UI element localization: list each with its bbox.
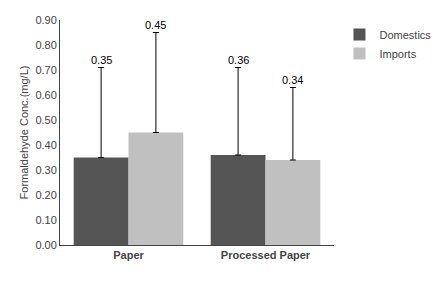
svg-text:0.60: 0.60	[35, 89, 56, 101]
svg-text:0.50: 0.50	[35, 114, 56, 126]
svg-text:Processed Paper: Processed Paper	[221, 249, 311, 261]
svg-text:0.30: 0.30	[35, 164, 56, 176]
svg-text:0.40: 0.40	[35, 139, 56, 151]
svg-text:0.20: 0.20	[35, 189, 56, 201]
svg-text:0.00: 0.00	[35, 239, 56, 251]
svg-text:0.90: 0.90	[35, 14, 56, 26]
svg-text:0.70: 0.70	[35, 64, 56, 76]
svg-text:0.45: 0.45	[145, 19, 166, 31]
svg-text:Formaldehyde Conc.(mg/L): Formaldehyde Conc.(mg/L)	[18, 66, 30, 200]
svg-text:Imports: Imports	[379, 48, 416, 60]
svg-text:0.36: 0.36	[228, 54, 249, 66]
svg-text:0.35: 0.35	[91, 54, 112, 66]
svg-text:0.34: 0.34	[282, 74, 303, 86]
svg-text:Domestics: Domestics	[379, 29, 431, 41]
svg-text:0.80: 0.80	[35, 39, 56, 51]
svg-text:Paper: Paper	[113, 249, 144, 261]
svg-text:0.10: 0.10	[35, 214, 56, 226]
